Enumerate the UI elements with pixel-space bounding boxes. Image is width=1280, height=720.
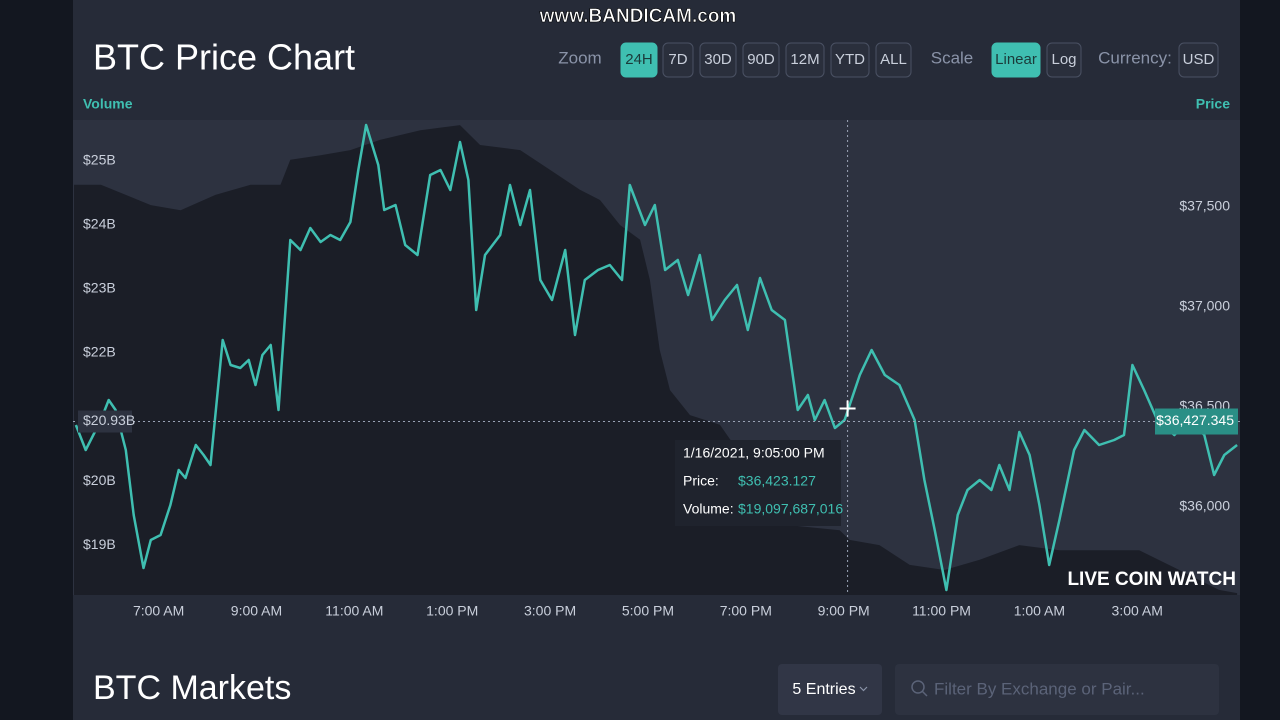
x-tick-label: 1:00 AM <box>1014 603 1065 619</box>
crosshair-y2-box <box>1155 408 1238 435</box>
scale-button[interactable] <box>991 42 1041 78</box>
x-tick-label: 3:00 PM <box>524 603 576 619</box>
y-tick-label: $25B <box>83 152 116 168</box>
watermark: www.BANDICAM.com <box>539 6 737 27</box>
tooltip-row-label: Price: <box>683 473 719 489</box>
y-tick-label: $22B <box>83 344 116 360</box>
chevron-icon <box>859 686 868 692</box>
entries-select[interactable] <box>778 664 882 715</box>
y-tick-label: $23B <box>83 280 116 296</box>
zoom-button-label: 24H <box>625 51 653 68</box>
plot-layer: $19B$20B$22B$23B$24B$25B$36,000$36,500$3… <box>74 123 1238 595</box>
currency-label: Currency: <box>1098 48 1172 67</box>
crosshair-y-box <box>78 410 132 433</box>
scale-button[interactable] <box>1046 42 1082 78</box>
scale-label: Scale <box>931 48 974 67</box>
y-tick-label: $19B <box>83 536 116 552</box>
x-tick-label: 1:00 PM <box>426 603 478 619</box>
zoom-button-label: 30D <box>704 51 732 68</box>
currency-button[interactable] <box>1178 42 1219 78</box>
zoom-button-label: ALL <box>880 51 907 68</box>
x-tick-label: 9:00 AM <box>231 603 282 619</box>
y2-tick-label: $36,000 <box>1179 498 1230 514</box>
filter-input[interactable] <box>895 664 1219 715</box>
tooltip-row-value: $36,423.127 <box>738 473 816 489</box>
y2-axis-title: Price <box>1196 96 1230 112</box>
x-tick-label: 7:00 AM <box>133 603 184 619</box>
zoom-button[interactable] <box>662 42 694 78</box>
scale-button-label: Log <box>1051 51 1076 68</box>
x-tick-label: 5:00 PM <box>622 603 674 619</box>
crosshair-y2-label: $36,427.345 <box>1156 412 1234 428</box>
price-line <box>74 123 1238 592</box>
y2-tick-label: $37,000 <box>1179 298 1230 314</box>
volume-area <box>74 125 1238 595</box>
zoom-button[interactable] <box>830 42 870 78</box>
cursor-icon <box>839 400 856 417</box>
y-axis-title: Volume <box>83 96 133 112</box>
scale-button-label: Linear <box>995 51 1037 68</box>
y2-tick-label: $37,500 <box>1179 198 1230 214</box>
entries-text: 5 Entries <box>792 681 855 698</box>
zoom-button[interactable] <box>742 42 780 78</box>
zoom-button[interactable] <box>699 42 737 78</box>
zoom-button-label: YTD <box>835 51 865 68</box>
tooltip-title: 1/16/2021, 9:05:00 PM <box>683 445 825 461</box>
currency-button-label: USD <box>1183 51 1215 68</box>
logo: LIVE COIN WATCH <box>1067 569 1236 590</box>
zoom-label: Zoom <box>558 48 601 67</box>
zoom-button-label: 90D <box>747 51 775 68</box>
filter-placeholder: Filter By Exchange or Pair... <box>934 679 1145 698</box>
crosshair-y-label: $20.93B <box>83 412 135 428</box>
x-tick-label: 3:00 AM <box>1112 603 1163 619</box>
search-icon <box>911 680 925 694</box>
zoom-button[interactable] <box>620 42 658 78</box>
x-tick-label: 7:00 PM <box>720 603 772 619</box>
zoom-button[interactable] <box>875 42 912 78</box>
markets-title: BTC Markets <box>93 669 291 707</box>
tooltip-row-label: Volume: <box>683 501 734 517</box>
tooltip-row-value: $19,097,687,016 <box>738 501 843 517</box>
search-icon-handle <box>921 690 928 697</box>
y-tick-label: $20B <box>83 472 116 488</box>
y-tick-label: $24B <box>83 216 116 232</box>
zoom-button-label: 12M <box>790 51 819 68</box>
chart-title: BTC Price Chart <box>93 37 355 78</box>
zoom-button-label: 7D <box>668 51 687 68</box>
zoom-button[interactable] <box>785 42 825 78</box>
x-tick-label: 11:00 AM <box>325 603 383 619</box>
tooltip <box>675 440 841 526</box>
x-tick-label: 11:00 PM <box>912 603 971 619</box>
x-tick-label: 9:00 PM <box>818 603 870 619</box>
